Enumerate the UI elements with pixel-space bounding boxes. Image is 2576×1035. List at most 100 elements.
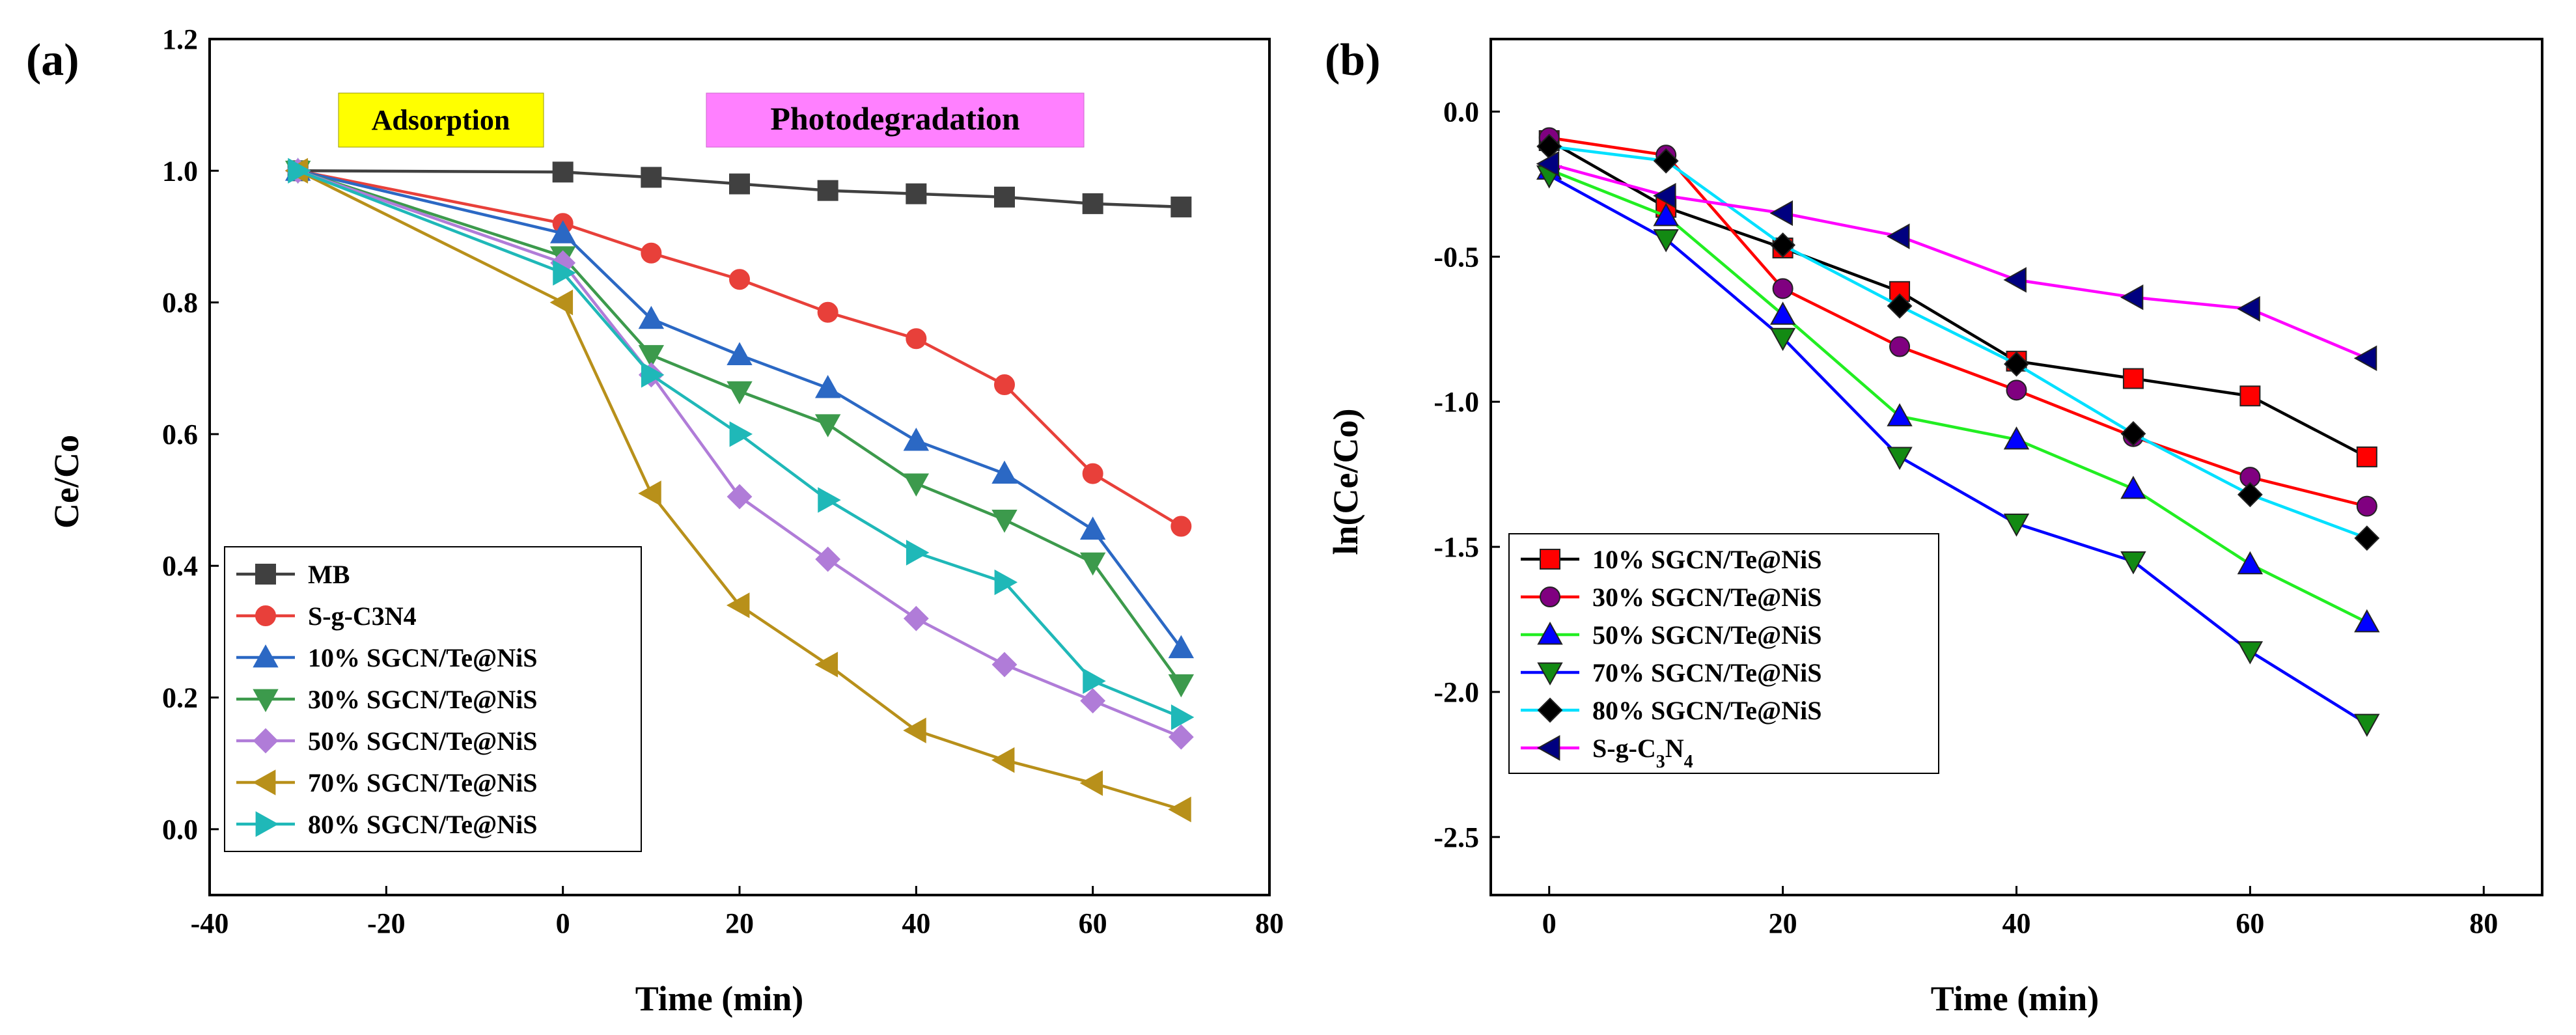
data-point: [553, 260, 576, 286]
data-point: [641, 362, 665, 388]
data-point: [1170, 704, 1195, 730]
legend-marker: [1537, 621, 1563, 645]
data-point: [726, 592, 750, 618]
series-80-sgcn-te-nis: [288, 158, 1195, 730]
data-point: [2354, 609, 2380, 633]
y-tick-label: -0.5: [1433, 241, 1479, 273]
data-point: [288, 158, 311, 184]
data-point: [2356, 446, 2377, 467]
legend-marker: [1537, 697, 1563, 723]
y-tick-label: 0.8: [162, 287, 198, 319]
y-tick-label: 1.0: [162, 155, 198, 187]
data-point: [1653, 183, 1676, 209]
photodegradation-box: [706, 92, 1085, 148]
series-10-sgcn-te-nis: [1538, 130, 2377, 467]
series-30-sgcn-te-nis: [1538, 127, 2377, 517]
data-point: [2006, 380, 2027, 401]
series-line: [1548, 139, 2368, 458]
legend-marker: [1540, 586, 1560, 607]
data-point: [814, 414, 841, 437]
legend-marker: [255, 564, 276, 585]
y-tick-label: 0.0: [162, 814, 198, 846]
legend-label: 80% SGCN/Te@NiS: [1592, 696, 1821, 725]
legend-label: 70% SGCN/Te@NiS: [1592, 658, 1821, 687]
data-point: [903, 473, 930, 497]
series-50-sgcn-te-nis: [1536, 156, 2380, 633]
y-axis-title-b: ln(Ce/Co): [1326, 409, 1365, 555]
data-point: [991, 652, 1018, 678]
data-point: [1886, 223, 1910, 249]
data-point: [1889, 336, 1911, 357]
legend-marker: [1536, 735, 1560, 761]
data-point: [817, 301, 838, 323]
legend-label: 10% SGCN/Te@NiS: [1592, 545, 1821, 574]
legend-marker: [253, 644, 279, 668]
legend-label: 30% SGCN/Te@NiS: [308, 685, 537, 714]
data-point: [638, 480, 661, 506]
adsorption-label: Adsorption: [372, 104, 510, 136]
data-point: [1770, 232, 1796, 258]
legend-item-10-sgcn-te-nis: 10% SGCN/Te@NiS: [1521, 545, 1821, 574]
x-tick-label: 20: [1769, 907, 1797, 939]
legend-marker: [253, 689, 279, 713]
legend-marker: [1540, 549, 1560, 570]
series-s-g-c3n4: [1536, 150, 2377, 372]
data-point: [1080, 688, 1106, 714]
data-point: [1079, 770, 1103, 796]
x-tick-label: 0: [556, 907, 570, 939]
data-point: [1653, 229, 1679, 253]
y-tick-label: 1.2: [162, 23, 198, 55]
legend-label: 50% SGCN/Te@NiS: [308, 726, 537, 756]
y-tick-label: 0.0: [1443, 96, 1479, 128]
data-point: [1079, 516, 1106, 540]
data-point: [641, 242, 662, 264]
data-point: [2237, 551, 2264, 575]
data-point: [903, 427, 930, 451]
data-point: [994, 569, 1018, 596]
legend-label: MB: [308, 560, 350, 589]
data-point: [2237, 296, 2260, 322]
series-line: [1549, 136, 2368, 508]
series-70-sgcn-te-nis: [1536, 165, 2380, 738]
data-point: [2354, 713, 2380, 738]
y-tick-label: 0.2: [162, 682, 198, 714]
data-point: [1168, 796, 1191, 823]
legend-item-s-g-c3n4: S-g-C3N4: [236, 601, 417, 631]
data-point: [1769, 200, 1794, 227]
adsorption-box: [338, 92, 544, 148]
data-point: [1887, 447, 1913, 470]
legend-item-70-sgcn-te-nis: 70% SGCN/Te@NiS: [1521, 658, 1821, 687]
y-tick-label: -1.0: [1433, 386, 1479, 418]
data-point: [727, 484, 753, 510]
data-point: [991, 510, 1018, 533]
panel-a-label: (a): [26, 35, 79, 85]
data-point: [2237, 641, 2264, 665]
legend-marker: [252, 769, 276, 795]
data-point: [814, 652, 838, 678]
data-point: [817, 180, 838, 201]
data-point: [1168, 635, 1195, 659]
series-line: [1548, 174, 2368, 725]
data-point: [991, 747, 1015, 773]
data-point: [1769, 327, 1796, 352]
data-point: [1653, 202, 1679, 227]
data-point: [1082, 193, 1103, 214]
data-point: [1170, 516, 1192, 537]
data-point: [2354, 525, 2380, 551]
data-point: [1772, 278, 1794, 299]
data-point: [1082, 463, 1103, 484]
data-point: [906, 540, 930, 566]
data-point: [2120, 421, 2146, 447]
data-point: [2004, 351, 2029, 377]
legend-item-30-sgcn-te-nis: 30% SGCN/Te@NiS: [236, 685, 537, 714]
legend-label: 10% SGCN/Te@NiS: [308, 643, 537, 672]
data-point: [638, 345, 665, 368]
y-tick-label: -2.0: [1433, 676, 1479, 708]
data-point: [994, 186, 1015, 208]
x-tick-label: 80: [1255, 907, 1284, 939]
data-point: [2356, 495, 2377, 517]
series-mb: [287, 160, 1192, 217]
chart-panel-b: (b) 0.0 -0.5 -1.0 -1.5 -2.0 -2.5 0 20 40 60 80 10…: [1325, 35, 2543, 1018]
data-point: [1079, 552, 1106, 576]
